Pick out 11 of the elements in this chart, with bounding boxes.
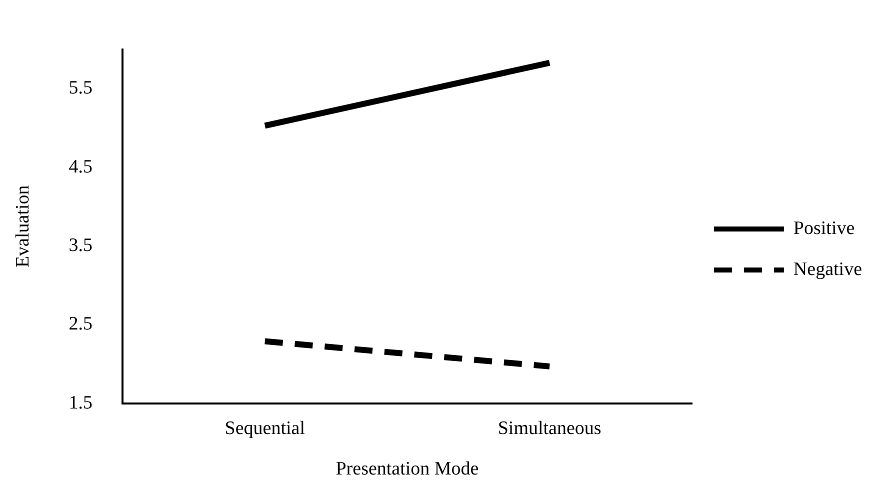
legend-label: Positive [793,218,855,239]
x-tick-label: Simultaneous [498,418,602,439]
x-tick-label: Sequential [224,418,305,439]
y-tick-label: 4.5 [68,156,93,178]
y-tick-label: 1.5 [68,392,93,414]
y-tick-label: 5.5 [68,78,93,99]
y-tick-label: 3.5 [68,235,93,256]
legend-label: Negative [793,258,862,280]
y-axis-title: Evaluation [12,184,34,268]
y-tick-label: 2.5 [68,314,93,335]
x-axis-title: Presentation Mode [336,458,479,480]
